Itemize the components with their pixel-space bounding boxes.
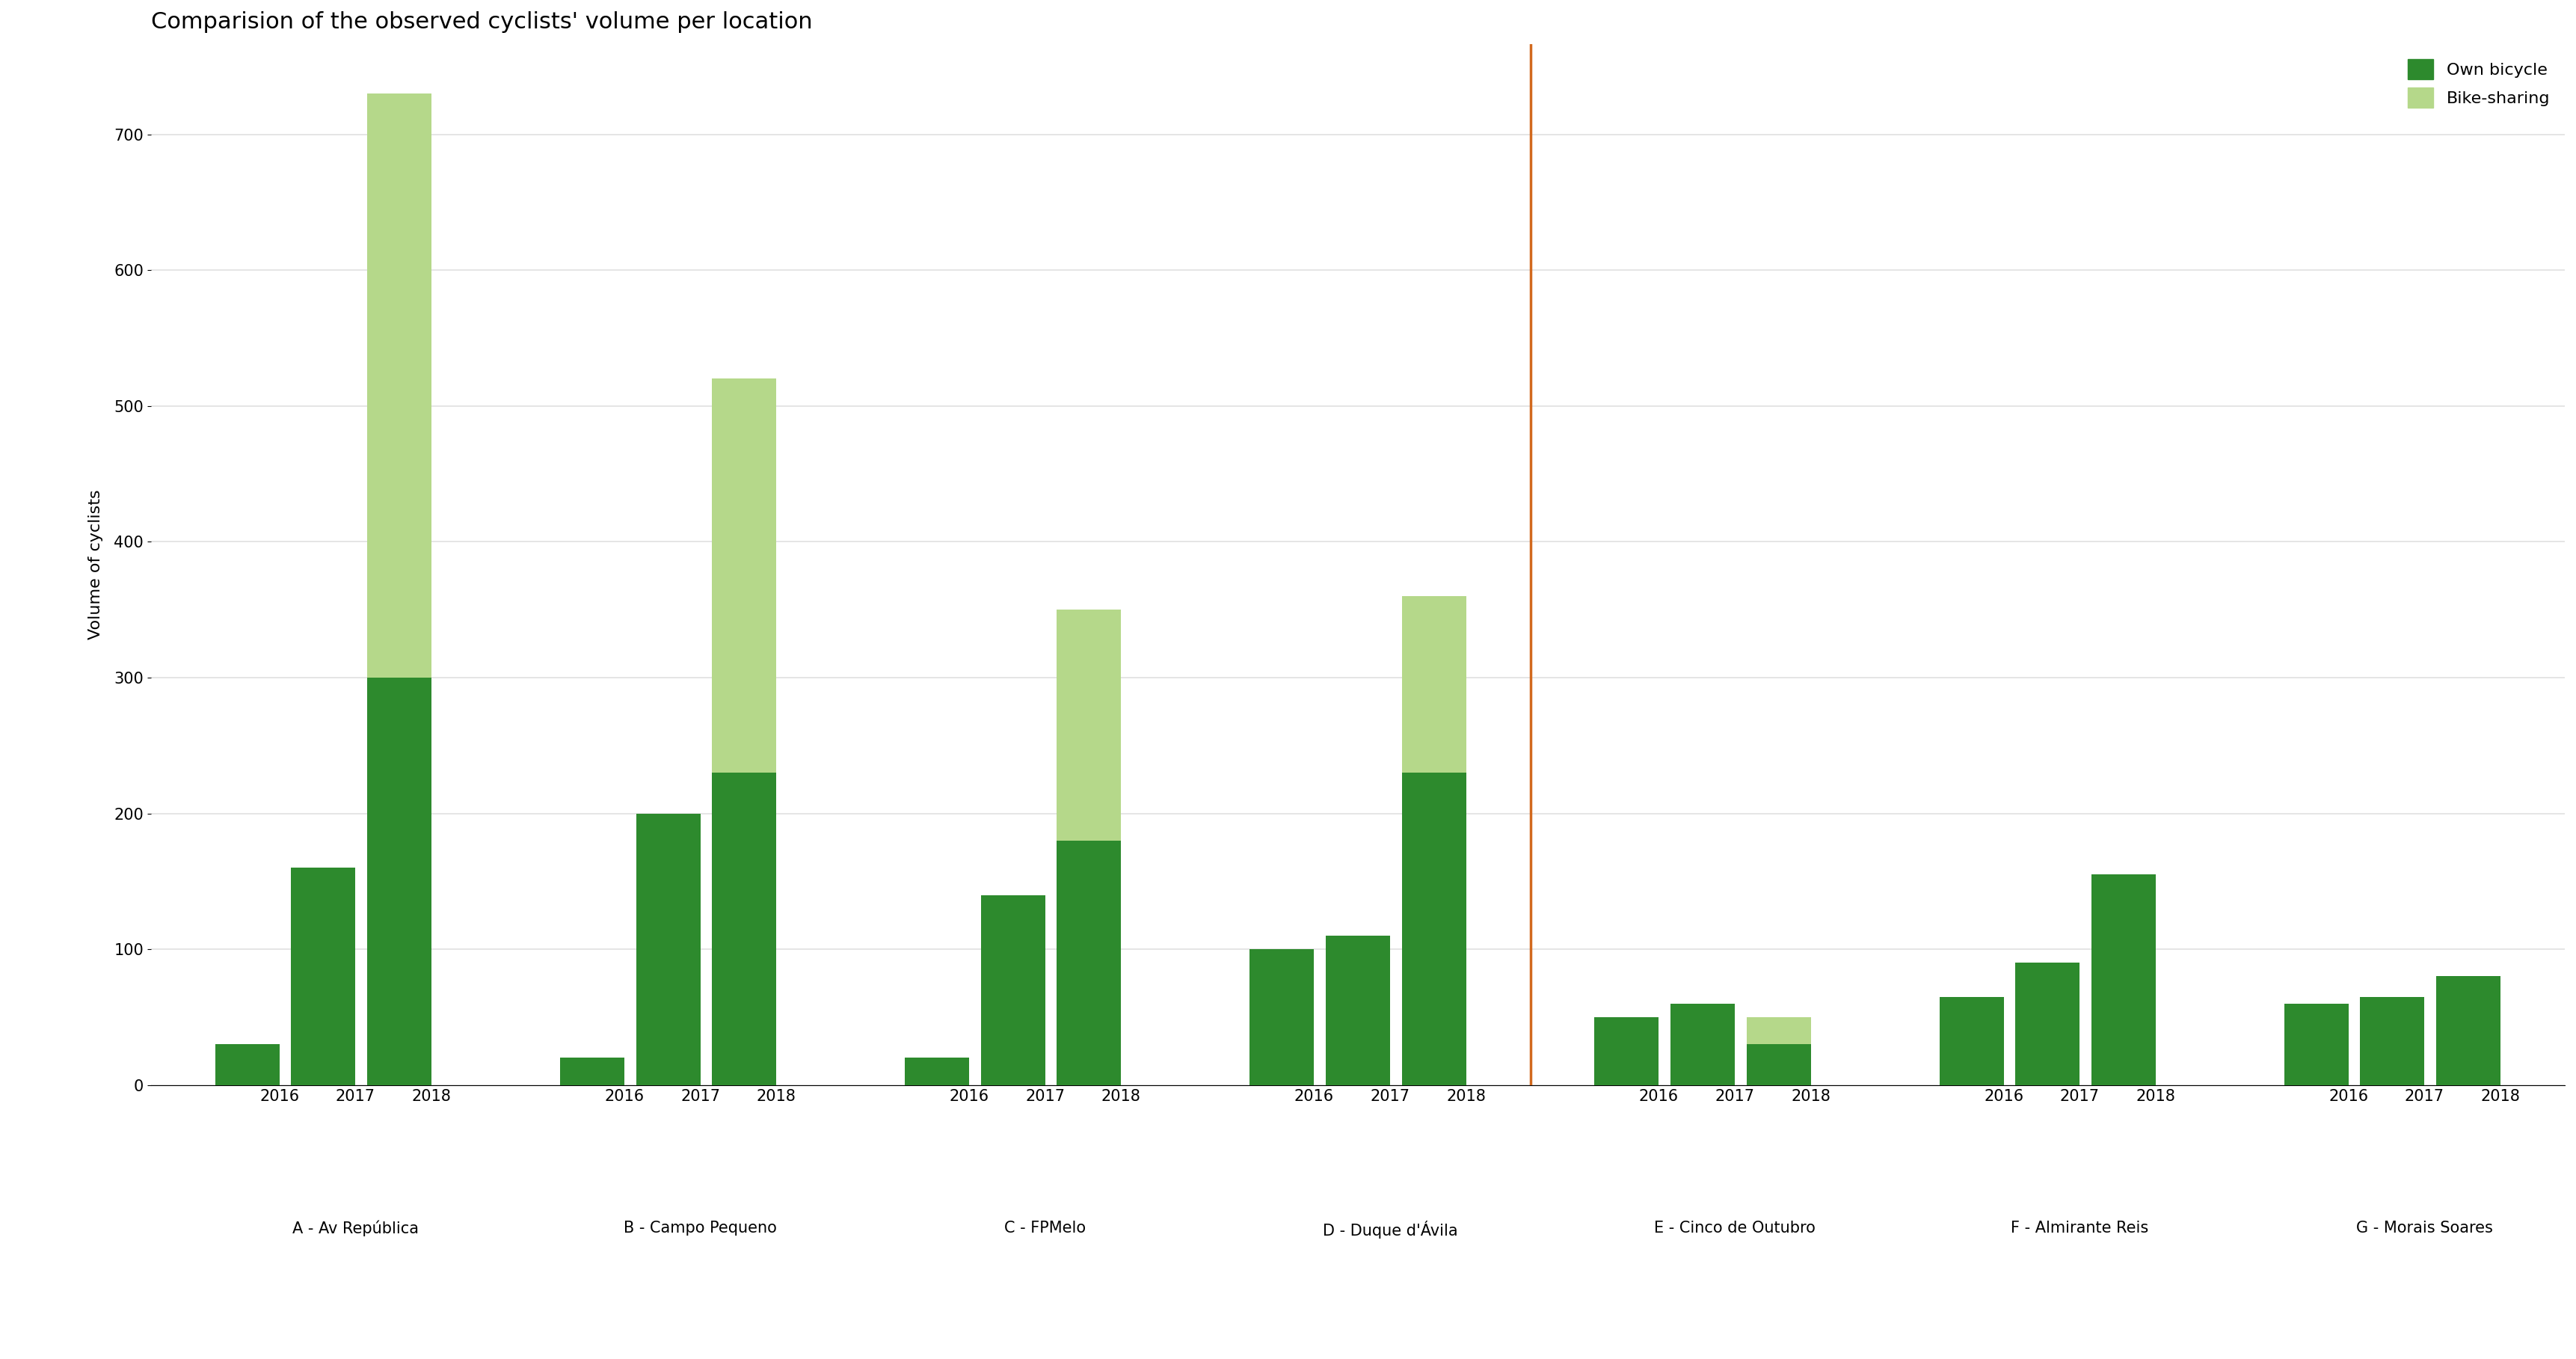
- Bar: [711, 773, 775, 1084]
- Bar: [2285, 1003, 2349, 1084]
- Bar: [904, 1057, 969, 1084]
- Bar: [2360, 996, 2424, 1084]
- Bar: [636, 814, 701, 1084]
- Bar: [1327, 935, 1391, 1084]
- Bar: [2092, 875, 2156, 1084]
- Bar: [981, 896, 1046, 1084]
- Text: E - Cinco de Outubro: E - Cinco de Outubro: [1654, 1220, 1816, 1235]
- Bar: [1401, 773, 1466, 1084]
- Bar: [1747, 1044, 1811, 1084]
- Legend: Own bicycle, Bike-sharing: Own bicycle, Bike-sharing: [2401, 52, 2555, 114]
- Bar: [2437, 976, 2501, 1084]
- Bar: [2014, 962, 2079, 1084]
- Bar: [1747, 1017, 1811, 1044]
- Text: D - Duque d'Ávila: D - Duque d'Ávila: [1321, 1220, 1458, 1238]
- Bar: [711, 379, 775, 773]
- Text: B - Campo Pequeno: B - Campo Pequeno: [623, 1220, 778, 1235]
- Bar: [1401, 597, 1466, 773]
- Bar: [1672, 1003, 1734, 1084]
- Bar: [1056, 841, 1121, 1084]
- Bar: [291, 868, 355, 1084]
- Text: F - Almirante Reis: F - Almirante Reis: [2012, 1220, 2148, 1235]
- Text: C - FPMelo: C - FPMelo: [1005, 1220, 1087, 1235]
- Bar: [368, 94, 430, 678]
- Text: A - Av República: A - Av República: [291, 1220, 420, 1237]
- Bar: [368, 678, 430, 1084]
- Text: G - Morais Soares: G - Morais Soares: [2357, 1220, 2494, 1235]
- Bar: [1249, 949, 1314, 1084]
- Bar: [1595, 1017, 1659, 1084]
- Bar: [1056, 610, 1121, 841]
- Bar: [1940, 996, 2004, 1084]
- Bar: [216, 1044, 281, 1084]
- Y-axis label: Volume of cyclists: Volume of cyclists: [88, 489, 103, 640]
- Text: Comparision of the observed cyclists' volume per location: Comparision of the observed cyclists' vo…: [152, 11, 811, 33]
- Bar: [559, 1057, 623, 1084]
